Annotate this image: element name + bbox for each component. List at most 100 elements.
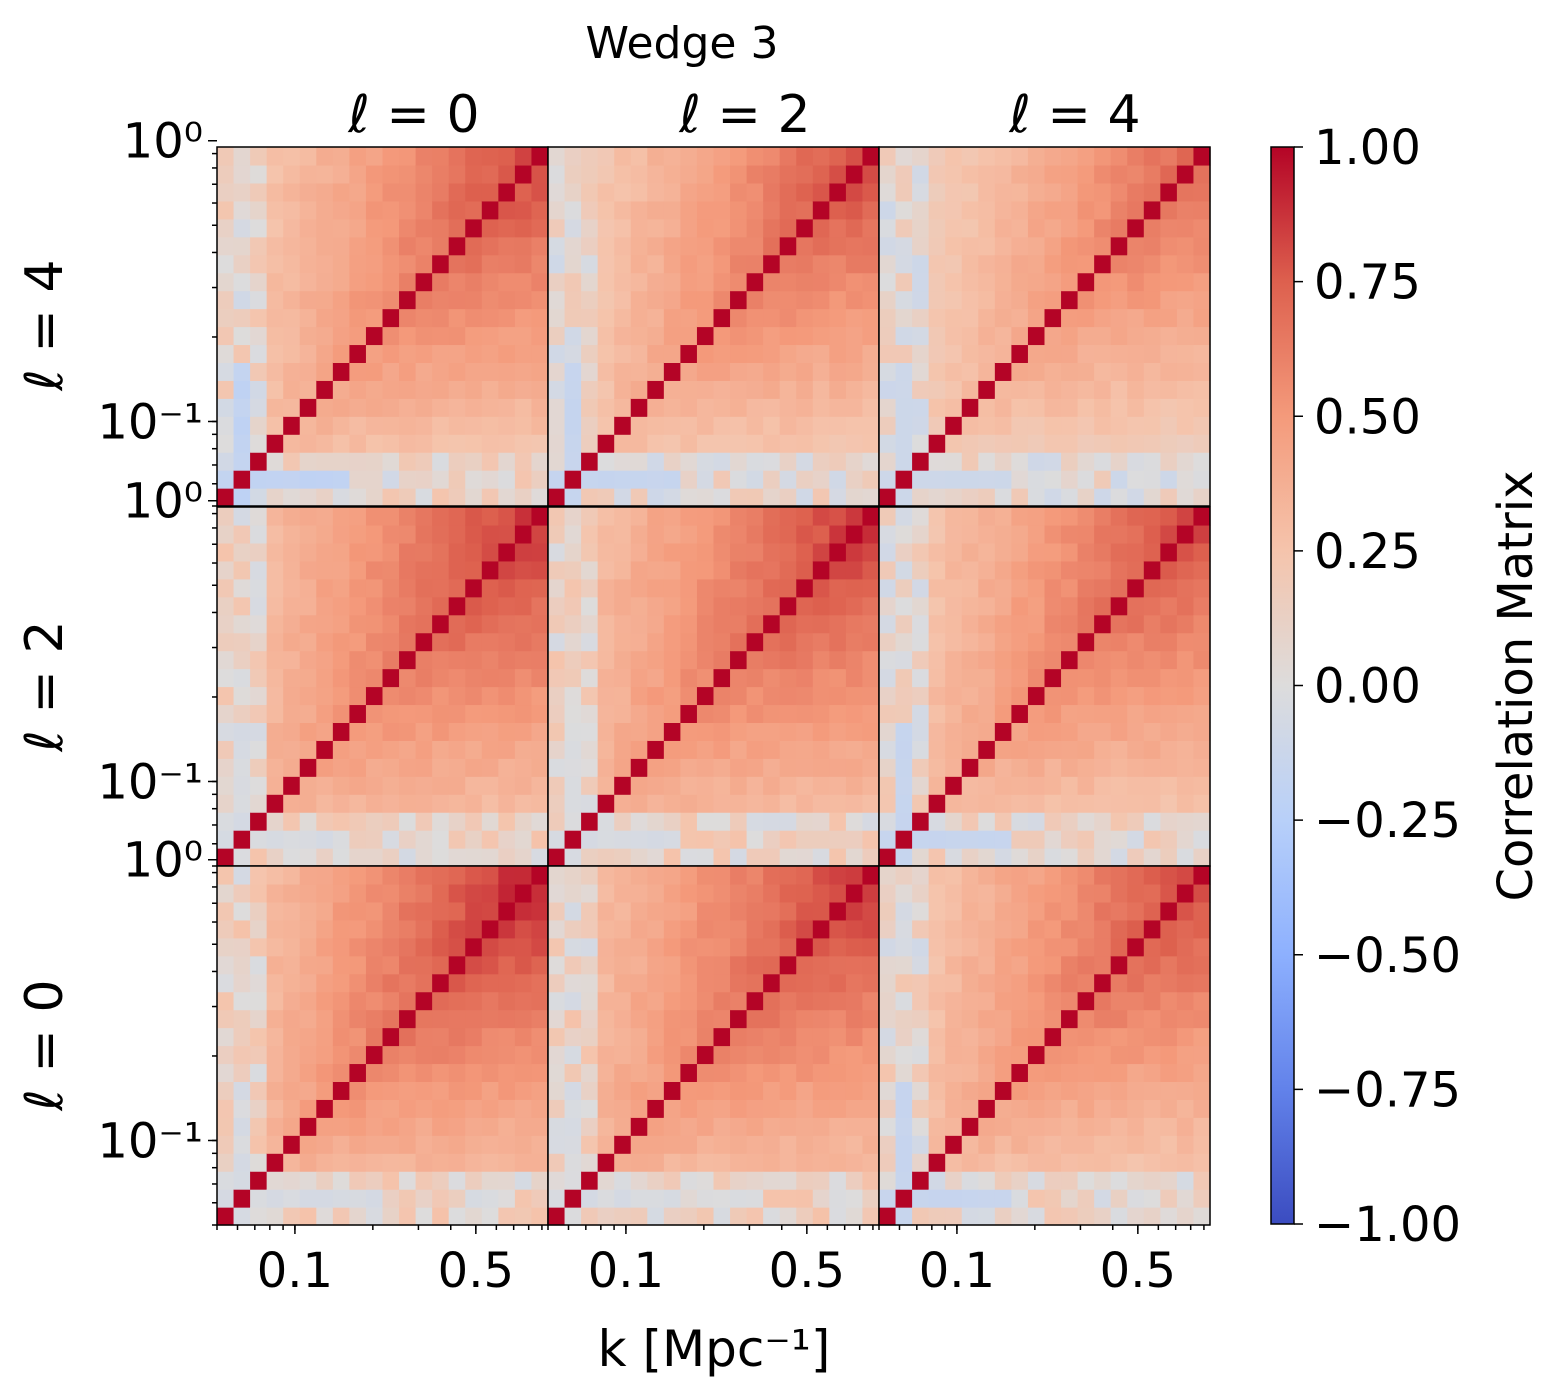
heatmap-cell xyxy=(1027,524,1046,544)
heatmap-cell xyxy=(730,542,748,562)
heatmap-cell xyxy=(696,164,715,184)
heatmap-cell xyxy=(829,848,847,867)
heatmap-cell xyxy=(448,434,466,453)
heatmap-cell xyxy=(1077,290,1095,310)
heatmap-cell xyxy=(961,272,979,292)
heatmap-cell xyxy=(945,542,963,562)
heatmap-cell xyxy=(1127,937,1145,957)
heatmap-cell xyxy=(316,1153,334,1172)
heatmap-cell xyxy=(647,218,665,238)
heatmap-cell xyxy=(432,254,450,274)
heatmap-cell xyxy=(581,937,599,957)
heatmap-cell xyxy=(845,596,864,616)
heatmap-cell xyxy=(465,560,483,580)
heatmap-cell xyxy=(332,1171,350,1190)
heatmap-cell xyxy=(217,1045,235,1065)
heatmap-cell xyxy=(1027,1153,1046,1172)
heatmap-cell xyxy=(614,1009,632,1029)
heatmap-cell xyxy=(730,578,748,598)
heatmap-cell xyxy=(928,362,946,381)
heatmap-cell xyxy=(1176,398,1195,417)
heatmap-cell xyxy=(796,1081,814,1100)
heatmap-cell xyxy=(233,290,251,310)
heatmap-cell xyxy=(1044,776,1062,795)
heatmap-cell xyxy=(1193,704,1211,723)
heatmap-cell xyxy=(299,290,317,310)
heatmap-cell xyxy=(481,1063,499,1082)
heatmap-cell xyxy=(879,272,897,292)
heatmap-cell xyxy=(1061,542,1079,562)
heatmap-cell xyxy=(233,1207,251,1226)
heatmap-cell xyxy=(1077,650,1095,670)
heatmap-cell xyxy=(432,326,450,346)
heatmap-cell xyxy=(332,722,350,741)
heatmap-cell xyxy=(448,524,466,544)
heatmap-cell xyxy=(1077,668,1095,688)
heatmap-cell xyxy=(415,973,433,993)
heatmap-cell xyxy=(349,542,367,562)
heatmap-cell xyxy=(1110,470,1128,489)
heatmap-cell xyxy=(845,883,864,903)
heatmap-cell xyxy=(1127,1045,1145,1065)
heatmap-cell xyxy=(481,416,499,435)
heatmap-cell xyxy=(514,848,533,867)
heatmap-cell xyxy=(299,973,317,993)
heatmap-cell xyxy=(696,344,715,363)
heatmap-cell xyxy=(481,254,499,274)
heatmap-cell xyxy=(316,560,334,580)
heatmap-cell xyxy=(994,1135,1012,1154)
heatmap-cell xyxy=(1027,254,1046,274)
heatmap-cell xyxy=(945,991,963,1011)
heatmap-cell xyxy=(564,1171,582,1190)
heatmap-cell xyxy=(945,704,963,723)
heatmap-cell xyxy=(945,668,963,688)
heatmap-cell xyxy=(663,578,681,598)
heatmap-cell xyxy=(299,955,317,975)
heatmap-cell xyxy=(283,578,301,598)
heatmap-cell xyxy=(1193,182,1211,202)
heatmap-cell xyxy=(564,507,582,526)
heatmap-cell xyxy=(349,362,367,381)
heatmap-cell xyxy=(283,236,301,256)
heatmap-cell xyxy=(217,308,235,328)
heatmap-cell xyxy=(581,686,599,706)
heatmap-cell xyxy=(680,937,698,957)
heatmap-cell xyxy=(1127,955,1145,975)
heatmap-cell xyxy=(1193,1081,1211,1100)
heatmap-cell xyxy=(1176,919,1195,939)
heatmap-cell xyxy=(895,991,913,1011)
heatmap-cell xyxy=(581,758,599,777)
heatmap-cell xyxy=(250,830,268,849)
heatmap-cell xyxy=(779,848,797,867)
heatmap-cell xyxy=(531,812,549,831)
heatmap-cell xyxy=(448,218,466,238)
heatmap-cell xyxy=(879,740,897,759)
heatmap-cell xyxy=(1011,1207,1029,1226)
heatmap-cell xyxy=(349,236,367,256)
heatmap-cell xyxy=(498,1117,516,1136)
heatmap-cell xyxy=(1044,668,1062,688)
heatmap-cell xyxy=(332,578,350,598)
heatmap-cell xyxy=(564,901,582,921)
heatmap-cell xyxy=(746,1189,764,1208)
heatmap-cell xyxy=(1077,218,1095,238)
heatmap-cell xyxy=(332,632,350,652)
heatmap-cell xyxy=(945,290,963,310)
heatmap-cell xyxy=(1160,1027,1178,1047)
heatmap-cell xyxy=(217,398,235,417)
heatmap-cell xyxy=(1044,614,1062,634)
heatmap-cell xyxy=(564,1153,582,1172)
heatmap-cell xyxy=(465,1153,483,1172)
heatmap-cell xyxy=(548,1081,566,1100)
heatmap-cell xyxy=(1193,955,1211,975)
heatmap-cell xyxy=(1110,326,1128,346)
heatmap-cell xyxy=(696,1045,715,1065)
heatmap-cell xyxy=(564,686,582,706)
heatmap-cell xyxy=(779,380,797,399)
heatmap-cell xyxy=(1110,1189,1128,1208)
colorbar-tick-label: 0.50 xyxy=(1314,389,1421,445)
heatmap-cell xyxy=(432,1171,450,1190)
heatmap-cell xyxy=(217,1117,235,1136)
heatmap-cell xyxy=(1110,848,1128,867)
heatmap-cell xyxy=(647,1027,665,1047)
